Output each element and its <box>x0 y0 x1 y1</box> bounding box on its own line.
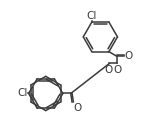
Text: O: O <box>73 103 82 113</box>
Text: O: O <box>113 65 121 75</box>
Text: Cl: Cl <box>87 11 97 21</box>
Text: O: O <box>125 51 133 61</box>
Text: O: O <box>105 65 113 75</box>
Text: Cl: Cl <box>18 88 28 98</box>
